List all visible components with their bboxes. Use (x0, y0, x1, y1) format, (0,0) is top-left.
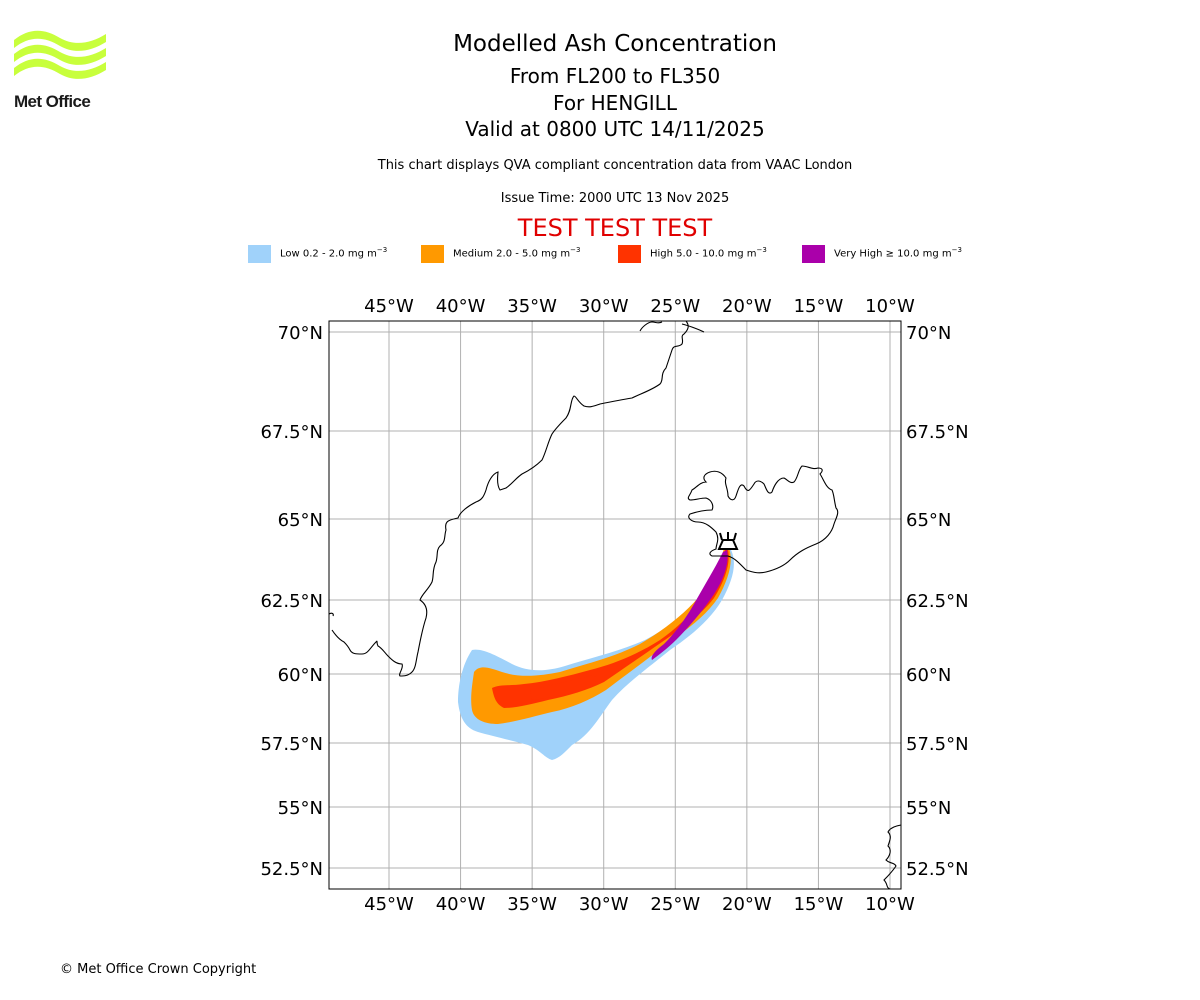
lon-tick-label-bottom: 30°W (579, 894, 629, 915)
gridlines (329, 321, 901, 889)
lon-tick-label-bottom: 15°W (794, 894, 844, 915)
lat-tick-label-left: 57.5°N (260, 734, 323, 755)
coastline-iceland (687, 465, 839, 574)
legend-label-very-high: Very High ≥ 10.0 mg m−3 (834, 246, 962, 260)
lat-tick-label-right: 57.5°N (906, 734, 969, 755)
lon-tick-label-bottom: 20°W (722, 894, 772, 915)
chart-description: This chart displays QVA compliant concen… (377, 158, 853, 173)
ash-area-high (492, 550, 729, 708)
ash-area-very-high (651, 550, 728, 660)
volcano-icon (717, 532, 739, 550)
ash-area-medium (471, 548, 731, 724)
valid-time: Valid at 0800 UTC 14/11/2025 (465, 117, 765, 141)
lon-tick-label-bottom: 25°W (650, 894, 700, 915)
lon-tick-label-top: 25°W (650, 296, 700, 317)
lon-tick-label-bottom: 40°W (436, 894, 486, 915)
legend-label-low: Low 0.2 - 2.0 mg m−3 (280, 246, 388, 260)
ash-plume (458, 548, 734, 760)
coastline-greenland (328, 320, 689, 677)
met-office-logo: Met Office (14, 30, 106, 112)
lon-tick-label-bottom: 45°W (364, 894, 414, 915)
lon-tick-label-top: 30°W (579, 296, 629, 317)
lon-tick-label-top: 40°W (436, 296, 486, 317)
legend-label-medium: Medium 2.0 - 5.0 mg m−3 (453, 246, 581, 260)
lat-tick-label-left: 67.5°N (260, 422, 323, 443)
lat-tick-label-left: 52.5°N (260, 859, 323, 880)
lon-tick-label-top: 10°W (865, 296, 915, 317)
volcano-name: For HENGILL (553, 91, 677, 115)
chart-title: Modelled Ash Concentration (453, 31, 777, 57)
lat-tick-label-left: 70°N (278, 323, 323, 344)
lat-tick-label-right: 55°N (906, 798, 951, 819)
lon-tick-label-top: 35°W (507, 296, 557, 317)
lat-tick-label-left: 60°N (278, 665, 323, 686)
lat-tick-label-right: 60°N (906, 665, 951, 686)
lon-tick-label-bottom: 35°W (507, 894, 557, 915)
lat-tick-label-right: 67.5°N (906, 422, 969, 443)
lat-tick-label-right: 52.5°N (906, 859, 969, 880)
lon-tick-label-top: 45°W (364, 296, 414, 317)
legend-swatch-high (618, 245, 641, 263)
ash-area-low (458, 548, 734, 760)
lat-tick-label-right: 65°N (906, 510, 951, 531)
lat-tick-label-left: 65°N (278, 510, 323, 531)
ash-area-high-interior (530, 675, 597, 700)
test-banner: TEST TEST TEST (517, 214, 713, 242)
map-frame (328, 320, 902, 890)
logo-text: Met Office (14, 92, 91, 111)
lat-tick-label-left: 55°N (278, 798, 323, 819)
coastline-ireland (883, 824, 902, 890)
axis-tick-labels: 45°W 45°W 40°W 40°W 35°W 35°W 30°W 30°W 25°W 25°W… (260, 296, 968, 915)
lat-tick-label-right: 62.5°N (906, 591, 969, 612)
flight-levels: From FL200 to FL350 (509, 64, 721, 88)
met-office-wave-icon (14, 30, 106, 79)
lat-tick-label-left: 62.5°N (260, 591, 323, 612)
lon-tick-label-top: 15°W (794, 296, 844, 317)
issue-time: Issue Time: 2000 UTC 13 Nov 2025 (500, 191, 730, 206)
lon-tick-label-bottom: 10°W (865, 894, 915, 915)
legend-swatch-medium (421, 245, 444, 263)
coastlines (328, 320, 902, 890)
legend-swatch-very-high (802, 245, 825, 263)
lat-tick-label-right: 70°N (906, 323, 951, 344)
copyright-footer: © Met Office Crown Copyright (60, 962, 257, 977)
legend-swatch-low (248, 245, 271, 263)
legend-label-high: High 5.0 - 10.0 mg m−3 (650, 246, 767, 260)
lon-tick-label-top: 20°W (722, 296, 772, 317)
coastline-greenland-north-fragment (639, 321, 705, 333)
